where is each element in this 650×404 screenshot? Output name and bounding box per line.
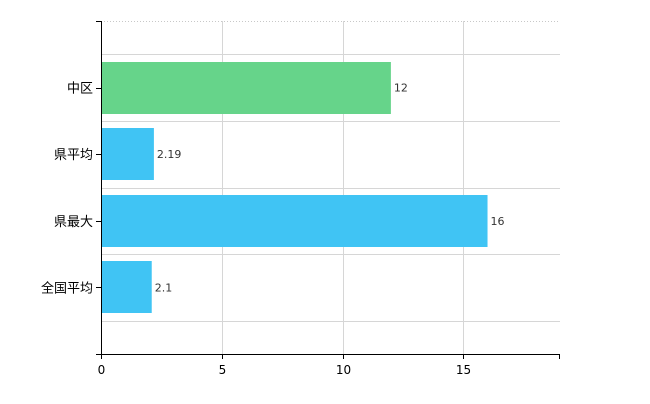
y-tick-label: 県最大 [54,215,93,230]
data-label: 2.1 [155,281,173,294]
x-tick-label: 0 [98,363,106,377]
bars [102,62,488,313]
y-tick-label: 県平均 [54,148,93,163]
labels: 12 中区 2.19 県平均 16 県最大 2.1 全国平均 0 5 10 15 [41,82,505,377]
data-label: 16 [491,215,505,228]
data-label: 12 [394,82,408,95]
y-tick-label: 全国平均 [41,280,93,296]
data-label: 2.19 [157,148,182,161]
bar [102,62,391,114]
x-tick-label: 15 [456,363,471,377]
bar [102,128,154,180]
x-tick-label: 10 [336,363,351,377]
bar [102,195,488,247]
bar [102,261,152,313]
axes [96,21,560,359]
y-tick-label: 中区 [67,82,93,97]
x-tick-label: 5 [219,363,227,377]
